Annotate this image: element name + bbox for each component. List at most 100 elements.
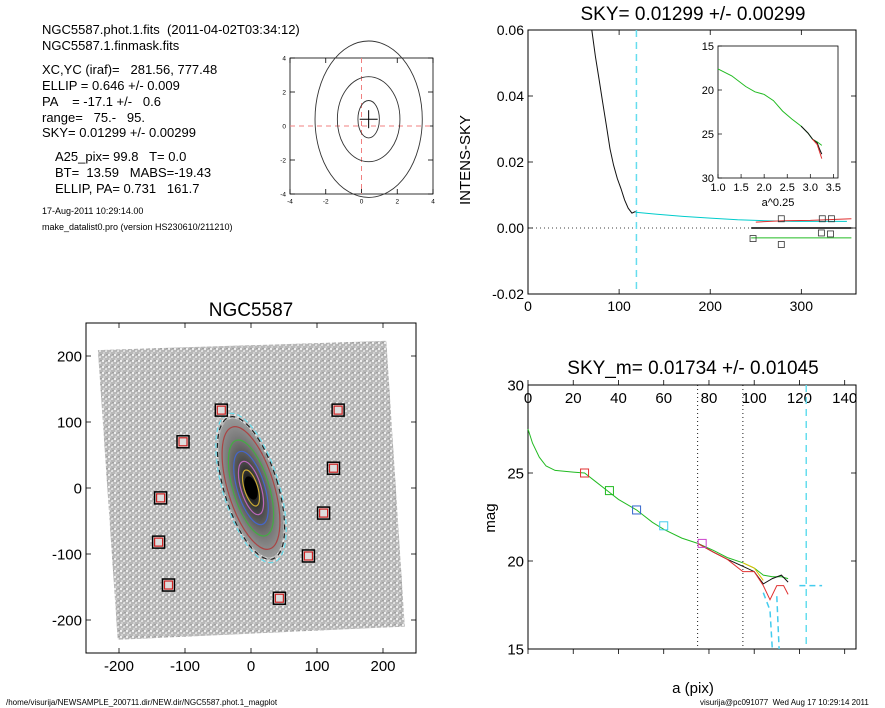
sky-ytick-label: 0.04 bbox=[497, 88, 524, 104]
sky-marker bbox=[827, 230, 834, 238]
galaxy-core bbox=[244, 476, 258, 500]
contour-ytick-label: -4 bbox=[280, 191, 286, 198]
sky-series-line bbox=[755, 218, 852, 223]
phot-line: A25_pix= 99.8 T= 0.0 bbox=[55, 149, 187, 164]
inset-xtick-label: 3.0 bbox=[803, 182, 818, 194]
inset-xtick-label: 2.5 bbox=[780, 182, 795, 194]
contour-frame bbox=[289, 57, 434, 195]
isophote-ellipse bbox=[237, 460, 265, 516]
isophote-ellipse bbox=[215, 412, 287, 564]
mag-xtick-label: 100 bbox=[742, 390, 767, 407]
mask-box-inner bbox=[333, 405, 343, 415]
sky-series-line bbox=[591, 29, 636, 214]
mag-ytick-label: 15 bbox=[507, 641, 524, 658]
contour-ytick-label: 4 bbox=[282, 55, 286, 62]
galaxy-plot-frame bbox=[85, 322, 417, 654]
sky-xtick-label: 200 bbox=[699, 298, 723, 314]
param-line: range= 75.- 95. bbox=[42, 110, 145, 125]
inset-ytick-label: 15 bbox=[702, 41, 714, 53]
isophote-ellipse bbox=[233, 450, 269, 526]
mag-series-line bbox=[742, 562, 764, 581]
mask-box bbox=[151, 535, 166, 549]
footer-path: /home/visurija/NEWSAMPLE_200711.dir/NEW.… bbox=[6, 698, 278, 707]
contour-xtick-label: 2 bbox=[395, 199, 399, 206]
program-version: make_datalist0.pro (version HS230610/211… bbox=[42, 222, 233, 232]
contour-ytick-label: -2 bbox=[280, 157, 286, 164]
sky-marker bbox=[817, 229, 825, 237]
inset-ytick-label: 30 bbox=[702, 173, 714, 185]
phot-line: ELLIP, PA= 0.731 161.7 bbox=[55, 181, 200, 196]
inset-series-line bbox=[717, 68, 823, 146]
contour-xtick-label: 0 bbox=[360, 199, 364, 206]
mag-xtick-label: 60 bbox=[655, 390, 672, 407]
mask-box bbox=[161, 578, 176, 592]
mag-ytick-label: 20 bbox=[507, 553, 524, 570]
mag-plot-ylabel: mag bbox=[482, 503, 499, 532]
contour-ytick-label: 2 bbox=[282, 89, 286, 96]
mag-marker bbox=[604, 486, 614, 496]
galaxy-xtick-label: -100 bbox=[170, 658, 200, 675]
contour-level bbox=[314, 40, 423, 198]
sky-ytick-label: 0.00 bbox=[497, 220, 524, 236]
sky-field bbox=[97, 340, 405, 640]
phot-line: BT= 13.59 MABS=-19.43 bbox=[55, 165, 212, 180]
galaxy-ytick-label: 200 bbox=[57, 348, 82, 365]
mag-plot-frame bbox=[527, 384, 857, 650]
mag-marker bbox=[659, 521, 669, 531]
galaxy-body bbox=[218, 418, 284, 558]
mask-box-inner bbox=[216, 405, 226, 415]
galaxy-ytick-label: 100 bbox=[57, 414, 82, 431]
footer-user: visurija@pc091077 Wed Aug 17 10:29:14 20… bbox=[700, 698, 869, 707]
sky-marker bbox=[777, 241, 785, 248]
contour-level bbox=[357, 100, 380, 139]
mask-box bbox=[326, 461, 341, 475]
inset-xtick-label: 2.0 bbox=[757, 182, 772, 194]
mask-box-inner bbox=[303, 551, 314, 561]
galaxy-xtick-label: 200 bbox=[370, 658, 395, 675]
file-name-line: NGC5587.phot.1.fits (2011-04-02T03:34:12… bbox=[42, 22, 300, 37]
sky-ytick-label: -0.02 bbox=[492, 286, 524, 302]
mask-box-inner bbox=[163, 580, 174, 590]
mask-box bbox=[301, 549, 316, 563]
isophote-ellipse bbox=[216, 416, 286, 560]
mag-plot-xlabel: a (pix) bbox=[672, 680, 714, 697]
galaxy-xtick-label: 0 bbox=[247, 658, 255, 675]
isophote-ellipse bbox=[227, 439, 275, 537]
mag-marker bbox=[697, 538, 707, 548]
mag-series-line bbox=[776, 596, 780, 650]
mag-ytick-label: 30 bbox=[507, 377, 524, 394]
mask-box-inner bbox=[154, 537, 164, 547]
mag-xtick-label: 20 bbox=[565, 390, 582, 407]
sky-xtick-label: 300 bbox=[790, 298, 814, 314]
inset-xtick-label: 1.5 bbox=[733, 182, 748, 194]
mag-xtick-label: 120 bbox=[787, 390, 812, 407]
sky-ytick-label: 0.02 bbox=[497, 154, 524, 170]
isophote-ellipse bbox=[221, 426, 281, 550]
inset-series-line bbox=[800, 125, 823, 155]
galaxy-xtick-label: -200 bbox=[104, 658, 134, 675]
galaxy-ytick-label: 0 bbox=[74, 480, 82, 497]
galaxy-ytick-label: -100 bbox=[52, 546, 82, 563]
contour-xtick-label: 4 bbox=[431, 199, 435, 206]
sky-xtick-label: 100 bbox=[607, 298, 631, 314]
mask-file-line: NGC5587.1.finmask.fits bbox=[42, 38, 180, 53]
sky-marker bbox=[777, 215, 785, 223]
mask-box bbox=[214, 403, 229, 417]
sky-marker bbox=[749, 235, 757, 242]
galaxy-xtick-label: 100 bbox=[304, 658, 329, 675]
galaxy-plot-title: NGC5587 bbox=[209, 300, 294, 321]
mag-series-line bbox=[762, 592, 774, 650]
sky-marker bbox=[828, 215, 835, 223]
mask-box bbox=[316, 506, 331, 520]
inset-xlabel: a^0.25 bbox=[762, 197, 795, 209]
param-line: XC,YC (iraf)= 281.56, 777.48 bbox=[42, 62, 218, 77]
inset-xtick-label: 3.5 bbox=[826, 182, 841, 194]
inset-series-line bbox=[812, 138, 823, 159]
mask-box bbox=[153, 491, 168, 505]
mask-box-inner bbox=[274, 593, 284, 603]
mag-marker bbox=[632, 505, 642, 515]
date-stamp: 17-Aug-2011 10:29:14.00 bbox=[42, 206, 144, 216]
mask-box-inner bbox=[178, 437, 188, 447]
mag-marker bbox=[580, 468, 590, 478]
contour-xtick-label: -4 bbox=[287, 199, 293, 206]
